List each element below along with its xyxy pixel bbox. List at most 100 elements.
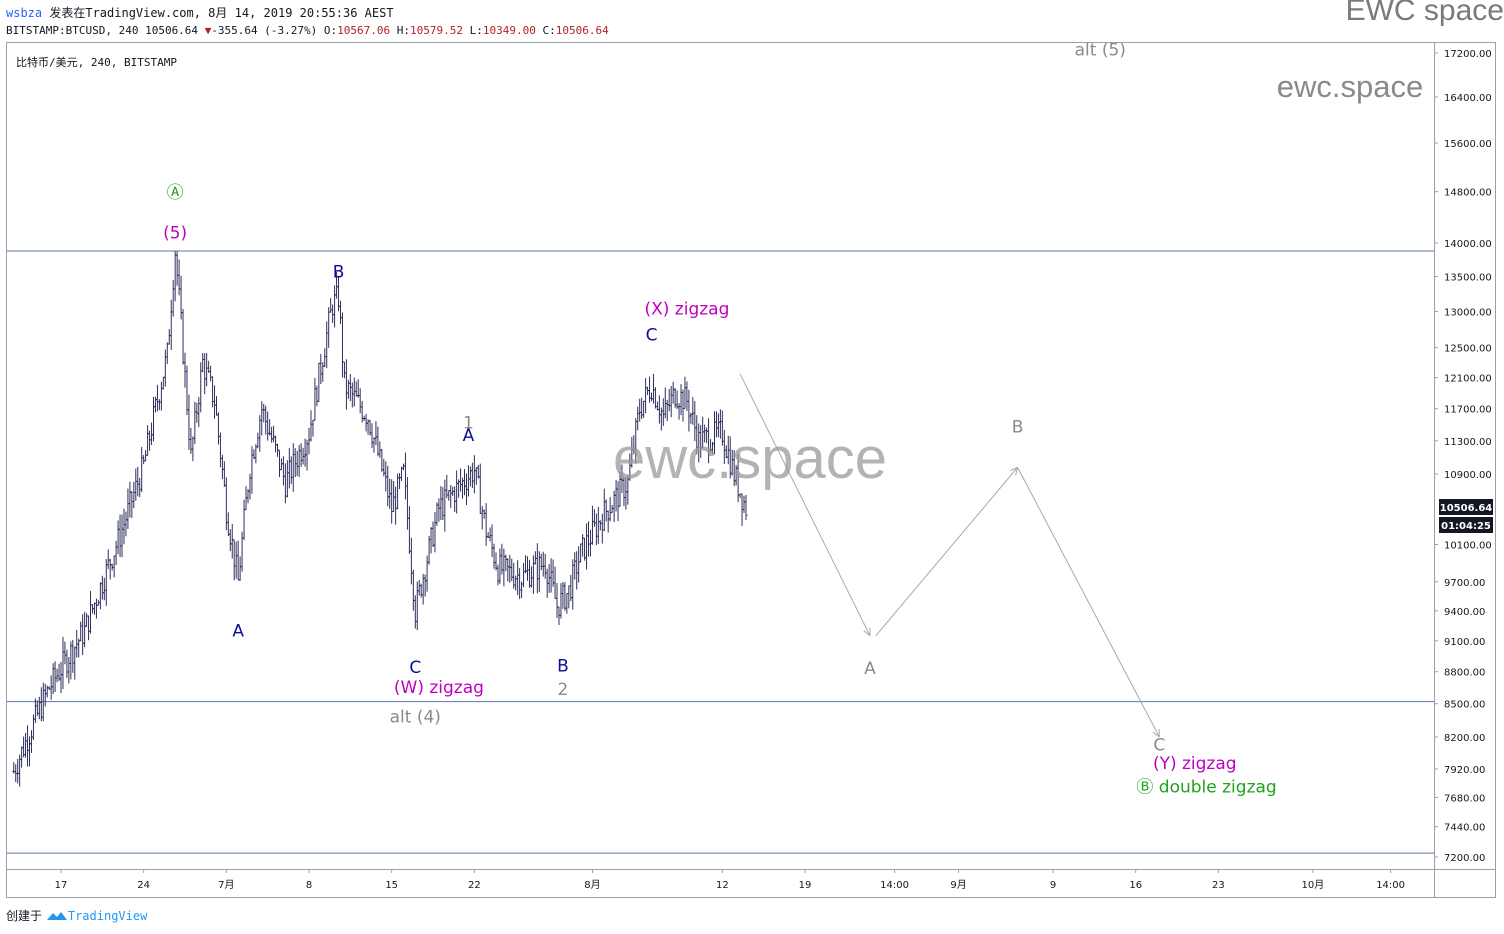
ohlc-bar <box>433 512 437 553</box>
ohlc-bar <box>600 513 604 544</box>
ohlc-bar <box>89 591 93 634</box>
ohlc-bar <box>390 479 394 524</box>
wave-label: C <box>409 658 421 678</box>
time-tick-label: 23 <box>1212 880 1225 891</box>
ohlc-bar <box>360 400 364 423</box>
ohlc-bar <box>459 468 463 492</box>
ohlc-bar <box>102 577 106 601</box>
tradingview-link[interactable]: TradingView <box>67 909 148 923</box>
ohlc-bar <box>195 402 199 423</box>
ohlc-bar <box>382 458 386 477</box>
ohlc-bar <box>323 348 327 367</box>
ohlc-bar <box>270 426 274 443</box>
ohlc-bar <box>114 540 118 566</box>
ohlc-bar <box>293 448 297 478</box>
ohlc-bar <box>309 410 313 442</box>
ohlc-bar <box>193 401 197 445</box>
ohlc-bar <box>425 555 429 592</box>
ohlc-bar <box>488 527 492 542</box>
ohlc-bar <box>378 441 382 458</box>
wave-label: alt (5) <box>1075 41 1126 61</box>
ohlc-bar <box>161 376 165 390</box>
ohlc-bar <box>685 381 689 412</box>
ohlc-bar <box>392 480 396 512</box>
ohlc-bar <box>565 593 569 614</box>
ohlc-bar <box>525 556 529 581</box>
price-tick-label: 10100.00 <box>1444 540 1492 551</box>
ohlc-bar <box>340 312 344 378</box>
price-tick-label: 9100.00 <box>1444 637 1485 648</box>
ohlc-bar <box>415 581 419 631</box>
price-tick-label: 8800.00 <box>1444 668 1485 679</box>
ohlc-bar <box>453 486 457 512</box>
symbol-line: BITSTAMP:BTCUSD, 240 10506.64 <box>6 24 199 37</box>
ohlc-bar <box>567 585 571 609</box>
ohlc-bar <box>468 466 472 487</box>
ohlc-bar <box>650 392 653 402</box>
ohlc-bar <box>411 569 415 611</box>
ohlc-bar <box>665 399 669 422</box>
ohlc-bar <box>573 552 577 580</box>
ohlc-bar <box>671 381 675 404</box>
projection-arrowhead <box>863 630 871 637</box>
wave-label: (Y) zigzag <box>1153 754 1237 774</box>
ohlc-bar <box>16 758 20 784</box>
ohlc-bar <box>321 362 325 382</box>
ohlc-bar <box>675 390 679 409</box>
ohlc-bar <box>148 430 152 451</box>
price-tick-label: 11700.00 <box>1444 405 1492 416</box>
ohlc-bar <box>287 448 291 489</box>
ohlc-bar <box>504 554 508 572</box>
time-tick-label: 14:00 <box>880 880 909 891</box>
change-text: -355.64 (-3.27%) <box>211 24 318 37</box>
ohlc-bar <box>155 384 159 412</box>
ohlc-bar <box>209 365 213 382</box>
ohlc-bar <box>677 403 681 420</box>
ohlc-bar <box>606 510 610 533</box>
ohlc-bar <box>342 361 346 379</box>
ohlc-bar <box>661 398 665 426</box>
time-tick-label: 15 <box>385 880 398 891</box>
ohlc-bar <box>211 376 215 408</box>
ohlc-bar <box>539 553 543 571</box>
brand-title: EWC space <box>1345 0 1504 27</box>
open-value: 10567.06 <box>337 24 391 37</box>
ohlc-bar <box>447 490 451 501</box>
ohlc-bar <box>575 551 579 590</box>
ohlc-bar <box>640 397 644 419</box>
ohlc-bar <box>213 385 217 419</box>
ohlc-bar <box>303 438 307 467</box>
ohlc-bar <box>514 575 518 591</box>
ohlc-bar <box>506 558 510 582</box>
ohlc-bar <box>474 467 478 485</box>
ohlc-bar <box>100 575 104 600</box>
author-link[interactable]: wsbza <box>6 6 43 20</box>
ohlc-bar <box>232 539 236 581</box>
ohlc-bar <box>51 663 55 695</box>
ohlc-bar <box>667 388 671 412</box>
ohlc-bar <box>272 425 276 443</box>
low-value: 10349.00 <box>482 24 536 37</box>
ohlc-bar <box>59 661 63 694</box>
ohlc-bar <box>419 583 423 598</box>
ohlc-bar <box>403 452 407 500</box>
ohlc-bar <box>325 321 329 369</box>
projection-arrowhead <box>1152 731 1160 738</box>
price-tick-label: 9400.00 <box>1444 607 1485 618</box>
ohlc-bar <box>311 419 315 437</box>
ohlc-bar <box>592 509 596 527</box>
watermark-large: ewc.space <box>613 426 887 491</box>
created-label: 创建于 <box>6 909 43 923</box>
ohlc-bar <box>262 403 266 423</box>
ohlc-bar <box>648 376 652 403</box>
ohlc-bar <box>423 574 427 597</box>
ohlc-bar <box>98 582 102 610</box>
ohlc-bar <box>104 559 108 606</box>
ohlc-bar <box>508 554 512 583</box>
ohlc-bar <box>106 549 110 570</box>
ohlc-bar <box>333 285 337 328</box>
ohlc-bar <box>130 490 134 518</box>
ohlc-bar <box>20 746 24 768</box>
ohlc-bar <box>165 342 169 364</box>
